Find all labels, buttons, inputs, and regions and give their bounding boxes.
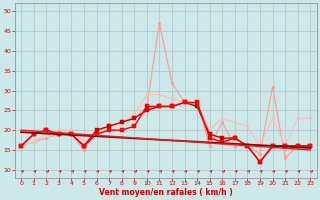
X-axis label: Vent moyen/en rafales ( km/h ): Vent moyen/en rafales ( km/h ) bbox=[99, 188, 233, 197]
